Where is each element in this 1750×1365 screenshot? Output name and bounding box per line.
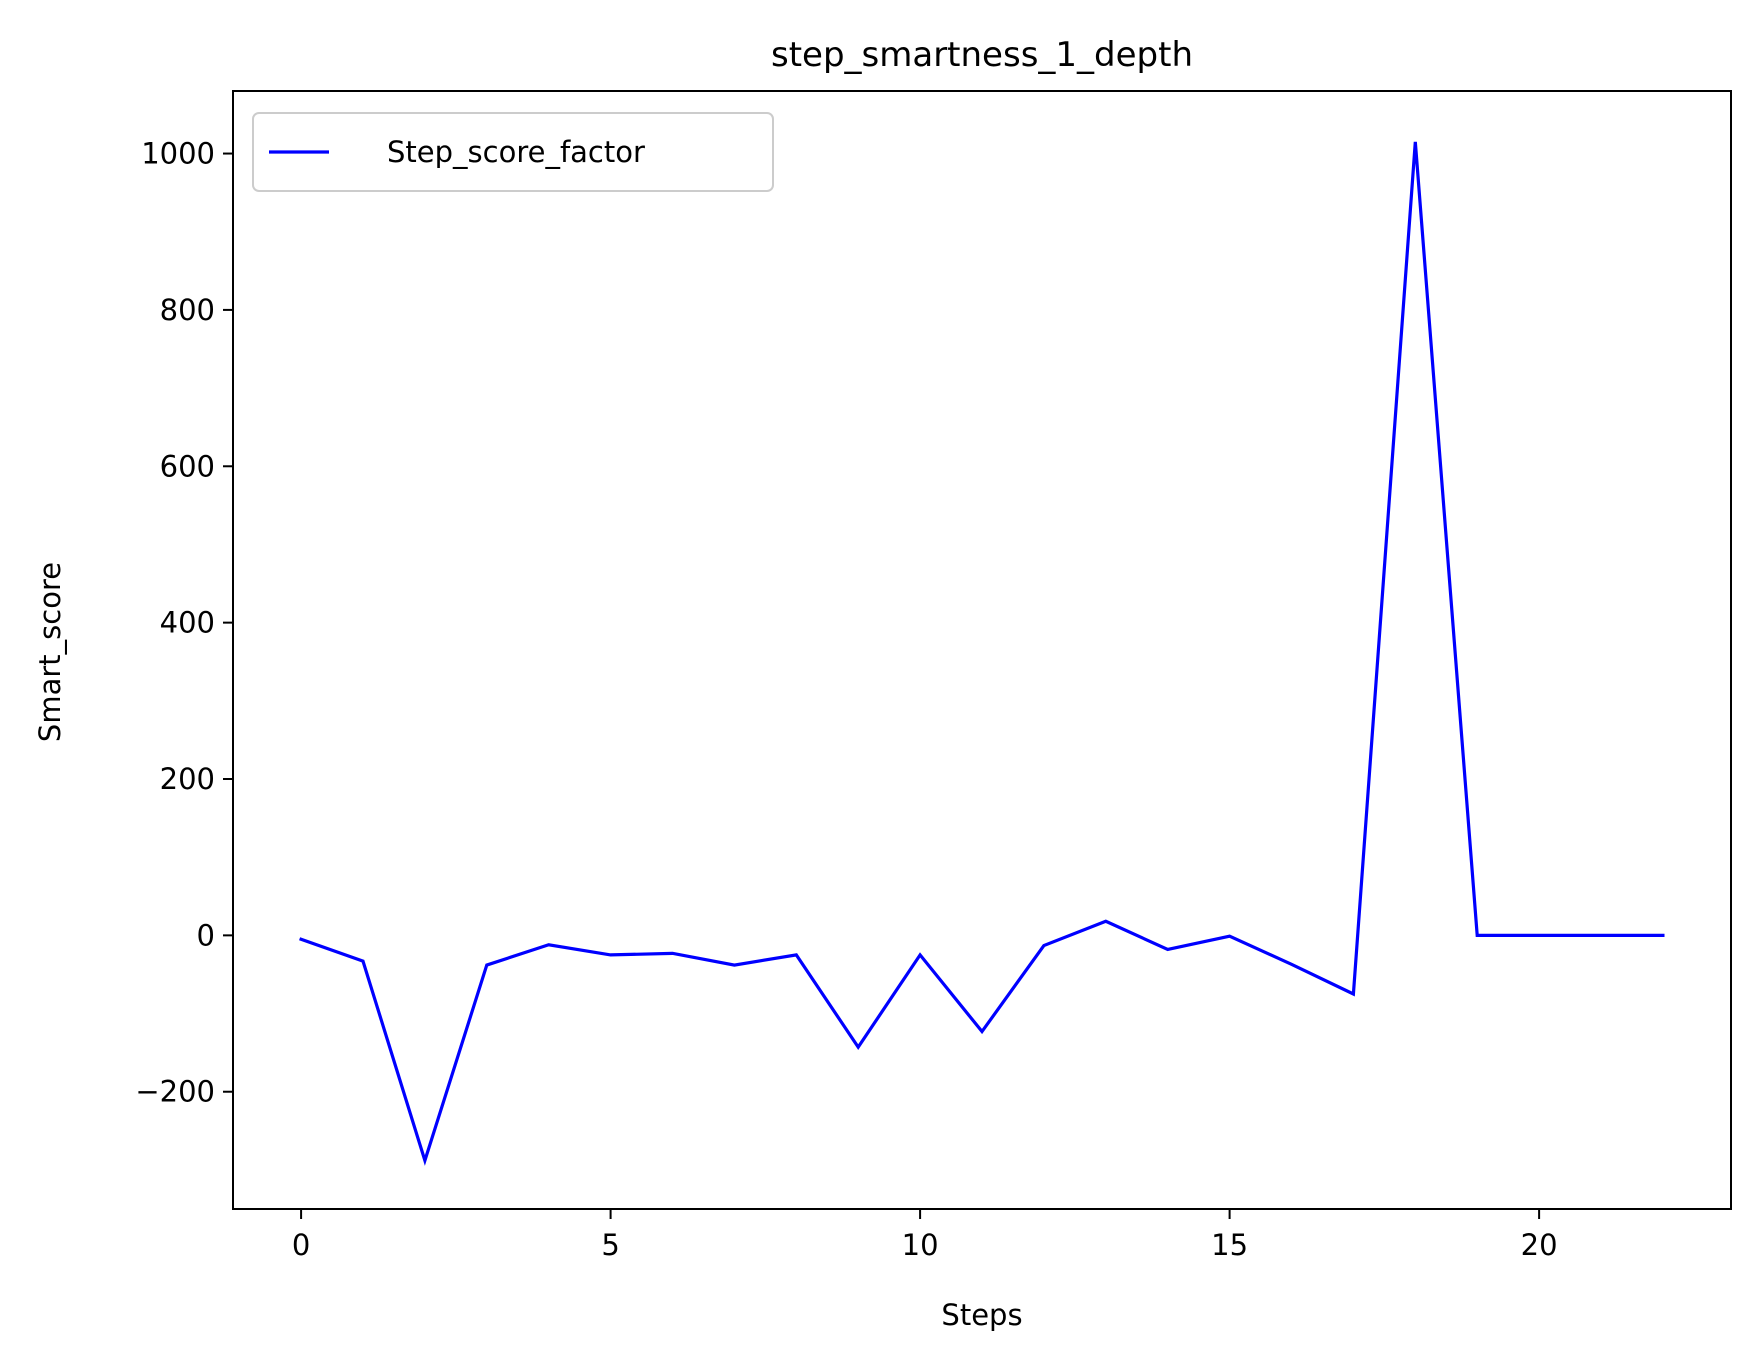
legend-box <box>252 112 774 192</box>
x-tick-label: 20 <box>1521 1228 1558 1262</box>
y-tick-label: 1000 <box>141 137 215 171</box>
x-tick-label: 5 <box>601 1228 619 1262</box>
legend-label-0: Step_score_factor <box>387 135 645 169</box>
x-axis-label: Steps <box>941 1298 1022 1332</box>
axes-frame <box>232 90 1732 1210</box>
chart-title: step_smartness_1_depth <box>771 35 1193 75</box>
plot-background <box>233 91 1731 1209</box>
y-tick-label: 0 <box>197 918 215 952</box>
axes: 0 5 10 15 20 −200 0 200 400 600 800 1000 <box>135 90 1732 1262</box>
y-tick-label: 600 <box>160 449 215 483</box>
legend: Step_score_factor <box>252 112 774 192</box>
x-tick-label: 10 <box>902 1228 939 1262</box>
plot-area <box>233 91 1731 1209</box>
x-tick-label: 15 <box>1211 1228 1248 1262</box>
y-axis-label: Smart_score <box>33 562 67 742</box>
y-tick-label: −200 <box>135 1075 215 1109</box>
y-tick-label: 800 <box>160 293 215 327</box>
y-tick-label: 200 <box>160 762 215 796</box>
x-tick-label: 0 <box>292 1228 310 1262</box>
series-line-0 <box>299 141 1665 1166</box>
y-tick-label: 400 <box>160 606 215 640</box>
